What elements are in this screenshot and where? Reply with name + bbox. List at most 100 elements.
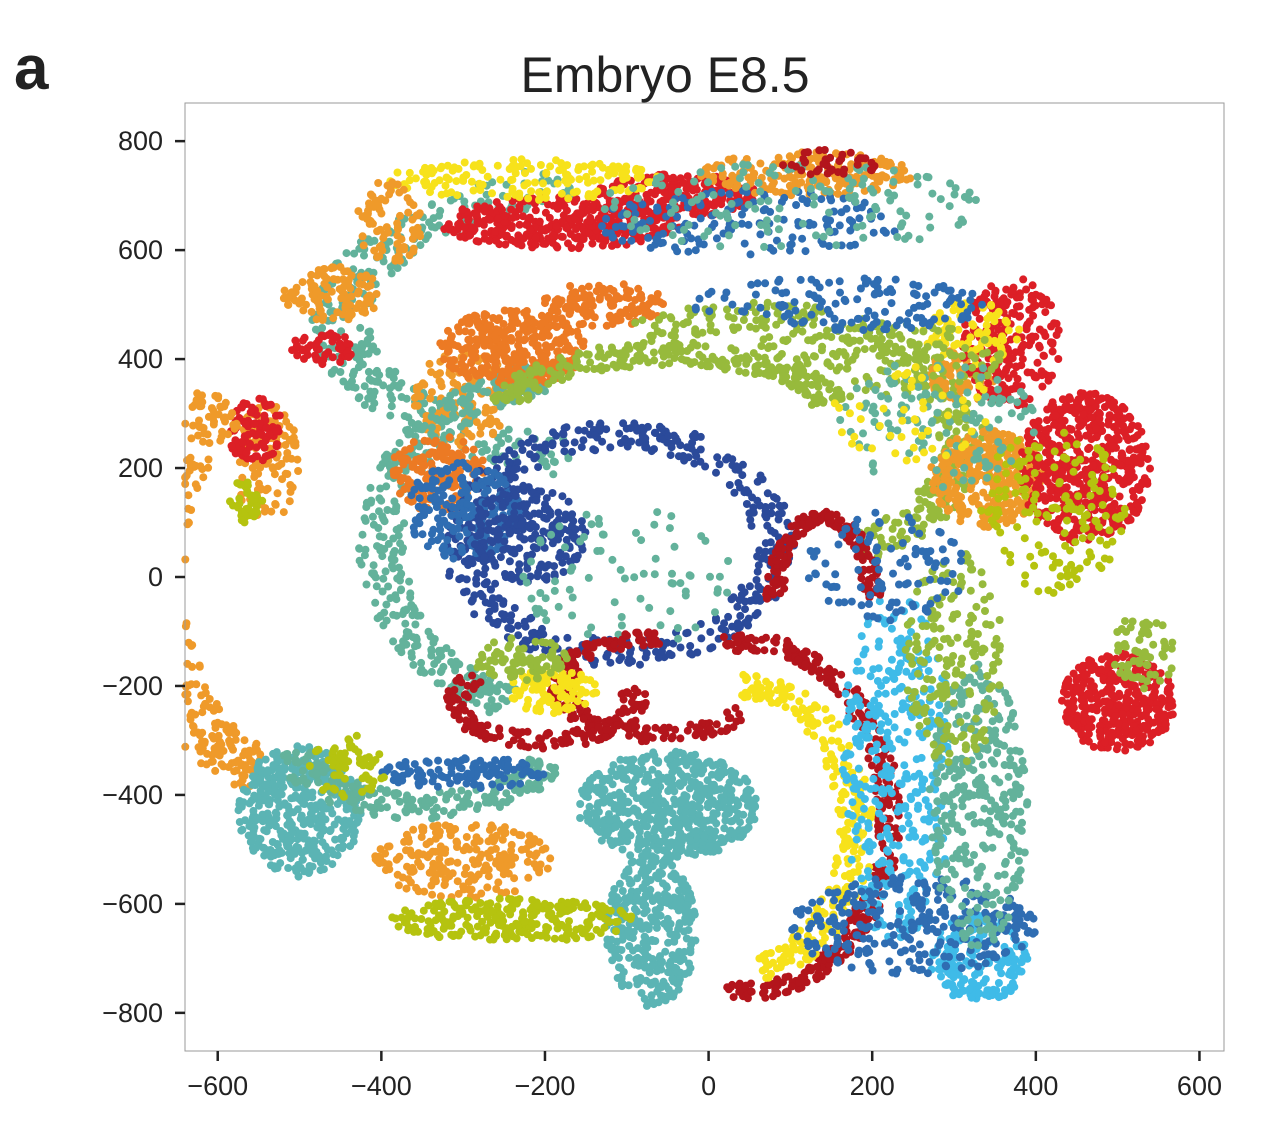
data-point — [400, 245, 409, 254]
data-point — [481, 598, 490, 607]
data-point — [385, 367, 394, 375]
data-point — [464, 216, 473, 225]
data-point — [505, 529, 514, 538]
data-point — [686, 311, 695, 320]
data-point — [737, 219, 746, 228]
data-point — [711, 608, 719, 617]
data-point — [751, 611, 760, 620]
data-point — [607, 343, 616, 352]
data-point — [449, 463, 458, 472]
data-point — [559, 568, 568, 576]
data-point — [704, 178, 712, 187]
data-point — [579, 293, 588, 302]
data-point — [539, 239, 548, 248]
data-point — [539, 179, 547, 188]
data-point — [866, 213, 874, 222]
data-point — [530, 454, 539, 463]
data-point — [415, 454, 424, 463]
data-point — [411, 620, 420, 629]
data-point — [200, 739, 209, 748]
data-point — [801, 157, 810, 166]
data-point — [562, 513, 570, 522]
data-point — [616, 565, 625, 574]
data-point — [633, 426, 641, 435]
data-point — [673, 247, 682, 256]
data-point — [658, 329, 667, 338]
data-point — [756, 197, 765, 206]
data-point — [535, 195, 543, 204]
data-point — [929, 515, 938, 524]
data-point — [763, 521, 772, 530]
data-point — [601, 228, 610, 237]
data-point — [638, 342, 647, 351]
data-point — [448, 494, 457, 503]
data-point — [238, 771, 247, 780]
data-point — [233, 479, 242, 488]
data-point — [926, 223, 935, 232]
data-point — [438, 342, 447, 351]
data-point — [596, 546, 605, 555]
data-point — [855, 214, 864, 223]
data-point — [763, 298, 772, 307]
data-point — [585, 229, 594, 238]
data-point — [541, 341, 550, 350]
data-point — [595, 519, 604, 528]
data-point — [391, 256, 400, 265]
data-point — [369, 569, 378, 578]
data-point — [723, 214, 732, 223]
data-point — [237, 760, 246, 769]
data-point — [951, 184, 960, 193]
data-point — [761, 205, 770, 214]
data-point — [588, 201, 597, 210]
data-point — [634, 173, 643, 182]
data-point — [521, 636, 530, 645]
data-point — [403, 194, 412, 203]
data-point — [427, 412, 436, 421]
data-point — [427, 537, 436, 546]
data-point — [531, 178, 539, 187]
data-point — [355, 299, 364, 308]
data-point — [302, 347, 311, 355]
data-point — [410, 230, 419, 238]
data-point — [406, 589, 415, 598]
data-point — [415, 481, 424, 490]
data-point — [634, 194, 642, 203]
data-point — [627, 222, 635, 231]
data-point — [477, 423, 485, 432]
data-point — [716, 242, 725, 251]
data-point — [624, 657, 633, 666]
data-point — [736, 174, 744, 183]
data-point — [318, 360, 327, 369]
data-point — [904, 231, 913, 240]
data-point — [595, 343, 604, 352]
data-point — [747, 521, 756, 530]
data-point — [492, 236, 501, 245]
data-point — [588, 239, 597, 248]
data-point — [360, 551, 369, 560]
data-point — [517, 155, 526, 164]
data-point — [211, 719, 219, 728]
data-point — [488, 189, 496, 198]
data-point — [224, 430, 232, 439]
data-point — [481, 499, 490, 508]
data-point — [407, 418, 416, 427]
data-point — [853, 223, 861, 232]
data-point — [538, 624, 546, 633]
data-point — [343, 311, 352, 320]
data-point — [428, 200, 436, 209]
data-point — [342, 249, 351, 258]
data-point — [526, 226, 535, 234]
data-point — [595, 295, 604, 304]
data-point — [318, 316, 327, 324]
data-point — [473, 202, 482, 211]
data-point — [809, 220, 818, 229]
data-point — [626, 648, 634, 657]
data-point — [425, 450, 434, 459]
data-point — [447, 658, 456, 666]
data-point — [501, 327, 510, 336]
data-point — [569, 188, 578, 197]
data-point — [718, 172, 727, 181]
data-point — [819, 159, 828, 168]
data-point — [354, 287, 363, 296]
data-point — [386, 411, 395, 420]
